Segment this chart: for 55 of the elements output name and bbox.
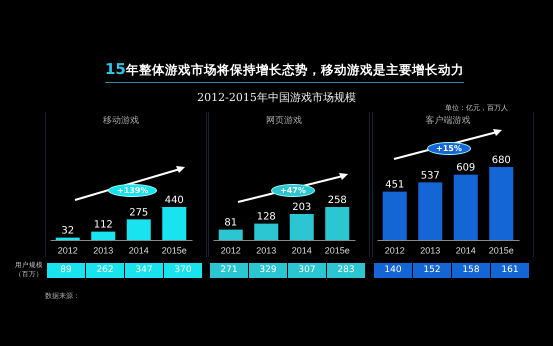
data-label: 451 xyxy=(385,180,404,191)
bar xyxy=(418,182,442,240)
data-label: 258 xyxy=(328,195,347,206)
text: 140 xyxy=(374,263,412,278)
text: +47% xyxy=(271,184,315,197)
text: 307 xyxy=(288,263,326,278)
bar xyxy=(454,174,478,240)
bar xyxy=(382,192,407,240)
bar xyxy=(489,167,514,240)
bar xyxy=(254,224,278,240)
x-tick-label: 2013 xyxy=(256,246,276,256)
bar xyxy=(162,207,186,240)
data-label: 680 xyxy=(492,155,511,166)
text: 347 xyxy=(125,263,163,278)
text: 271 xyxy=(210,263,248,278)
chart-title: 网页游戏 xyxy=(266,115,302,126)
data-label: 81 xyxy=(224,218,238,229)
chart-title: 移动游戏 xyxy=(103,115,139,126)
text: 152 xyxy=(413,263,451,278)
chart-title: 客户端游戏 xyxy=(426,115,470,126)
x-tick-label: 2012 xyxy=(58,246,78,256)
text: +139% xyxy=(108,184,158,197)
data-label: 128 xyxy=(256,212,276,223)
text: 2012-2015年中国游戏市场规模 xyxy=(196,90,357,105)
bar xyxy=(126,219,151,240)
x-tick-label: 2014 xyxy=(128,246,149,256)
x-tick-label: 2015e xyxy=(488,246,514,256)
bar xyxy=(290,214,314,240)
data-label: 275 xyxy=(129,207,148,218)
x-tick-label: 2013 xyxy=(93,246,114,256)
x-tick-label: 2012 xyxy=(384,246,405,256)
data-label: 609 xyxy=(456,162,476,174)
text: 262 xyxy=(86,263,124,278)
data-label: 537 xyxy=(420,170,440,182)
text: 158 xyxy=(452,263,490,278)
x-tick-label: 2014 xyxy=(456,246,476,256)
x-tick-label: 2013 xyxy=(420,246,440,256)
text: 370 xyxy=(164,263,202,278)
data-label: 440 xyxy=(164,195,184,206)
text: 329 xyxy=(249,263,287,278)
x-tick-label: 2012 xyxy=(220,246,241,256)
data-label: 203 xyxy=(292,202,312,214)
text: 161 xyxy=(491,263,529,278)
bar xyxy=(325,207,350,240)
text: 15年整体游戏市场将保持增长态势，移动游戏是主要增长动力 xyxy=(105,60,464,83)
text: 283 xyxy=(327,263,365,278)
x-tick-label: 2015e xyxy=(162,246,187,256)
bar xyxy=(91,232,116,240)
text: 89 xyxy=(47,263,85,278)
data-label: 32 xyxy=(61,226,74,237)
bar xyxy=(218,230,243,240)
x-tick-label: 2014 xyxy=(292,246,312,256)
x-tick-label: 2015e xyxy=(324,246,350,256)
data-label: 112 xyxy=(94,220,113,231)
text: +15% xyxy=(427,142,471,155)
